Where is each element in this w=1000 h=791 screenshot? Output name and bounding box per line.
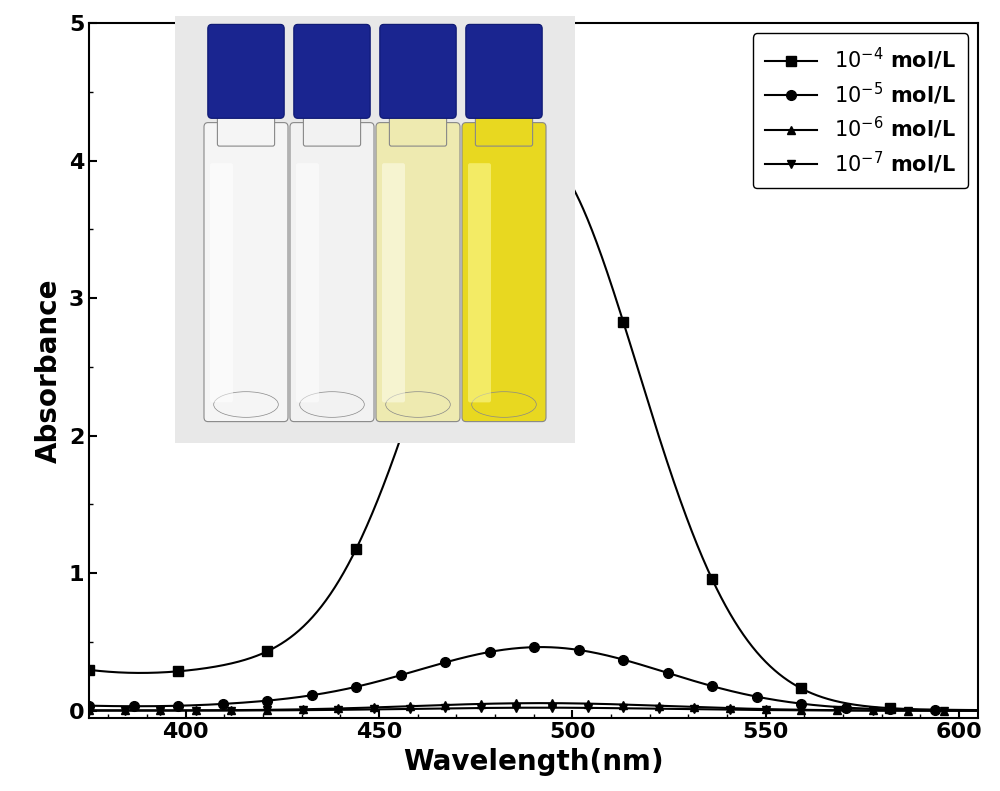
FancyBboxPatch shape — [290, 123, 374, 422]
FancyBboxPatch shape — [475, 99, 533, 146]
FancyBboxPatch shape — [303, 99, 361, 146]
FancyBboxPatch shape — [380, 25, 456, 119]
FancyBboxPatch shape — [204, 123, 288, 422]
Ellipse shape — [300, 392, 364, 418]
FancyBboxPatch shape — [466, 25, 542, 119]
FancyBboxPatch shape — [389, 99, 447, 146]
Ellipse shape — [214, 392, 278, 418]
FancyBboxPatch shape — [462, 123, 546, 422]
Legend: $10^{-4}$ mol/L, $10^{-5}$ mol/L, $10^{-6}$ mol/L, $10^{-7}$ mol/L: $10^{-4}$ mol/L, $10^{-5}$ mol/L, $10^{-… — [753, 33, 968, 188]
FancyBboxPatch shape — [296, 163, 319, 403]
Ellipse shape — [386, 392, 450, 418]
FancyBboxPatch shape — [294, 25, 370, 119]
FancyBboxPatch shape — [376, 123, 460, 422]
FancyBboxPatch shape — [210, 163, 233, 403]
FancyBboxPatch shape — [208, 25, 284, 119]
FancyBboxPatch shape — [468, 163, 491, 403]
Ellipse shape — [472, 392, 536, 418]
X-axis label: Wavelength(nm): Wavelength(nm) — [403, 748, 664, 776]
Y-axis label: Absorbance: Absorbance — [35, 278, 63, 463]
FancyBboxPatch shape — [382, 163, 405, 403]
FancyBboxPatch shape — [217, 99, 275, 146]
